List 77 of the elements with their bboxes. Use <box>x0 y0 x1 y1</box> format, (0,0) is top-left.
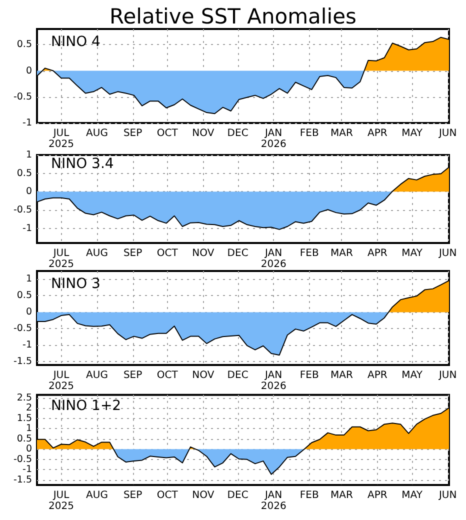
x-tick-label: DEC <box>227 370 248 381</box>
x-tick-label: APR <box>368 248 388 259</box>
y-tick-label: 2.5 <box>16 392 32 404</box>
x-tick-label: MAY <box>402 128 424 139</box>
x-tick-label: SEP <box>123 248 142 259</box>
x-tick-label: OCT <box>156 248 179 259</box>
x-tick-label: JUN <box>438 128 457 139</box>
y-tick-label: -1 <box>22 118 32 128</box>
y-tick-label: -1 <box>22 222 32 234</box>
x-tick-label: FEB <box>300 128 319 139</box>
x-tick-label: AUG <box>86 128 108 139</box>
y-tick-label: -0.5 <box>13 454 32 465</box>
x-tick-label: NOV <box>192 490 214 501</box>
x-tick-label: MAR <box>330 128 353 139</box>
x-tick-label: DEC <box>227 128 248 139</box>
y-tick-label: -0.5 <box>13 204 32 216</box>
y-tick-label: 0 <box>26 65 32 76</box>
chart-subtitle: NINO 3 <box>51 276 100 292</box>
y-tick-label: -1 <box>22 340 32 351</box>
x-tick-label: AUG <box>86 248 108 259</box>
x-tick-label: MAR <box>330 370 353 381</box>
x-tick-label: OCT <box>156 490 179 501</box>
y-tick-label: 0.5 <box>16 290 32 302</box>
y-tick-label: 0.5 <box>16 168 32 179</box>
x-tick-label: NOV <box>192 128 214 139</box>
x-tick-label: JUN <box>438 370 457 381</box>
x-tick-label: DEC <box>227 490 248 501</box>
x-tick-label: SEP <box>123 490 142 501</box>
y-tick-label: -1.5 <box>13 474 32 486</box>
y-tick-label: -0.5 <box>13 91 32 102</box>
x-tick-label: APR <box>368 490 388 501</box>
x-tick-label: MAR <box>330 490 353 501</box>
x-tick-label: JUL 2025 <box>48 128 74 150</box>
x-tick-label: JAN 2026 <box>260 370 286 392</box>
y-tick-label: -0.5 <box>13 323 32 334</box>
x-tick-label: FEB <box>300 490 319 501</box>
chart-title: Relative SST Anomalies <box>110 4 356 28</box>
x-tick-label: SEP <box>123 128 142 139</box>
chart-subtitle: NINO 4 <box>51 34 101 50</box>
x-tick-label: FEB <box>300 248 319 259</box>
x-tick-label: MAY <box>402 370 424 381</box>
y-tick-label: 1 <box>26 274 32 285</box>
x-tick-label: JUN <box>438 490 457 501</box>
y-tick-label: 1 <box>26 423 32 434</box>
x-tick-label: NOV <box>192 248 214 259</box>
y-tick-label: 1 <box>26 150 32 160</box>
y-tick-label: -1.5 <box>13 356 32 368</box>
x-tick-label: FEB <box>300 370 319 381</box>
x-tick-label: JUL 2025 <box>48 490 74 512</box>
x-tick-label: DEC <box>227 248 248 259</box>
x-tick-label: JUN <box>438 248 457 259</box>
x-tick-label: JUL 2025 <box>48 248 74 270</box>
x-tick-label: AUG <box>86 490 108 501</box>
x-tick-label: AUG <box>86 370 108 381</box>
y-tick-label: 0 <box>26 444 32 455</box>
x-tick-label: JAN 2026 <box>260 128 286 150</box>
x-tick-label: SEP <box>123 370 142 381</box>
y-tick-label: 2 <box>26 402 32 414</box>
x-tick-label: APR <box>368 370 388 381</box>
x-tick-label: NOV <box>192 370 214 381</box>
y-tick-label: -1 <box>22 464 32 476</box>
x-tick-label: JUL 2025 <box>48 370 74 392</box>
x-tick-label: MAY <box>402 248 424 259</box>
chart-subtitle: NINO 1+2 <box>51 398 122 414</box>
y-tick-label: 0.5 <box>16 433 32 444</box>
y-tick-label: 0 <box>26 186 32 198</box>
y-tick-label: 0 <box>26 306 32 318</box>
y-tick-label: 1.5 <box>16 412 32 424</box>
x-tick-label: OCT <box>156 370 179 381</box>
x-tick-label: JAN 2026 <box>260 490 286 512</box>
x-tick-label: MAY <box>402 490 424 501</box>
x-tick-label: OCT <box>156 128 179 139</box>
y-tick-label: 0.5 <box>16 39 32 50</box>
x-tick-label: APR <box>368 128 388 139</box>
x-tick-label: JAN 2026 <box>260 248 286 270</box>
x-tick-label: MAR <box>330 248 353 259</box>
chart-subtitle: NINO 3.4 <box>51 156 114 172</box>
